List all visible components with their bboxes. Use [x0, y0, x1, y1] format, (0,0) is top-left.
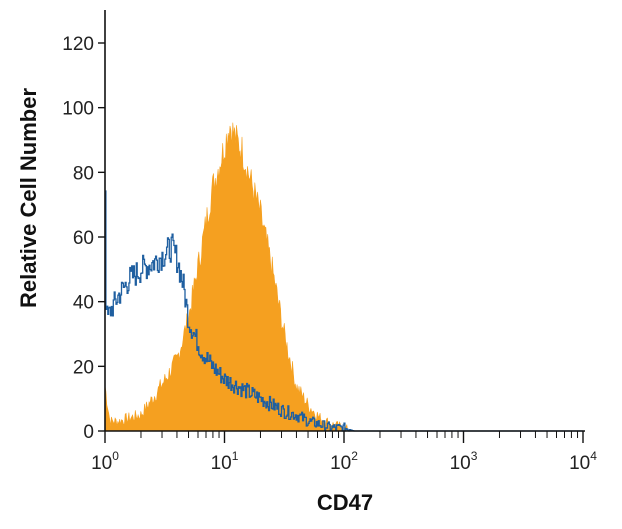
x-tick-label-base: 10	[450, 453, 471, 474]
x-tick-label: 100	[91, 449, 119, 474]
plot-area	[104, 122, 583, 432]
x-tick-label-base: 10	[91, 453, 112, 474]
x-tick-label-exponent: 1	[232, 449, 239, 463]
x-tick-label-base: 10	[211, 453, 232, 474]
y-tick-label: 80	[73, 163, 94, 184]
x-tick-label-exponent: 3	[471, 449, 478, 463]
histogram-filled-series	[104, 122, 583, 432]
y-tick-label: 40	[73, 293, 94, 314]
x-axis-title: CD47	[317, 490, 373, 515]
x-tick-label-base: 10	[569, 453, 590, 474]
y-tick-label: 120	[62, 34, 94, 55]
x-tick-label: 101	[211, 449, 239, 474]
y-tick-label: 20	[73, 357, 94, 378]
y-tick-label: 100	[62, 99, 94, 120]
x-tick-label-exponent: 4	[590, 449, 597, 463]
y-axis-title: Relative Cell Number	[16, 88, 41, 309]
x-tick-label-exponent: 2	[351, 449, 358, 463]
x-tick-label-base: 10	[330, 453, 351, 474]
x-tick-label: 102	[330, 449, 358, 474]
y-tick-label: 0	[83, 422, 94, 443]
x-tick-label: 104	[569, 449, 597, 474]
x-tick-label: 103	[450, 449, 478, 474]
y-tick-label: 60	[73, 228, 94, 249]
x-tick-label-exponent: 0	[112, 449, 119, 463]
